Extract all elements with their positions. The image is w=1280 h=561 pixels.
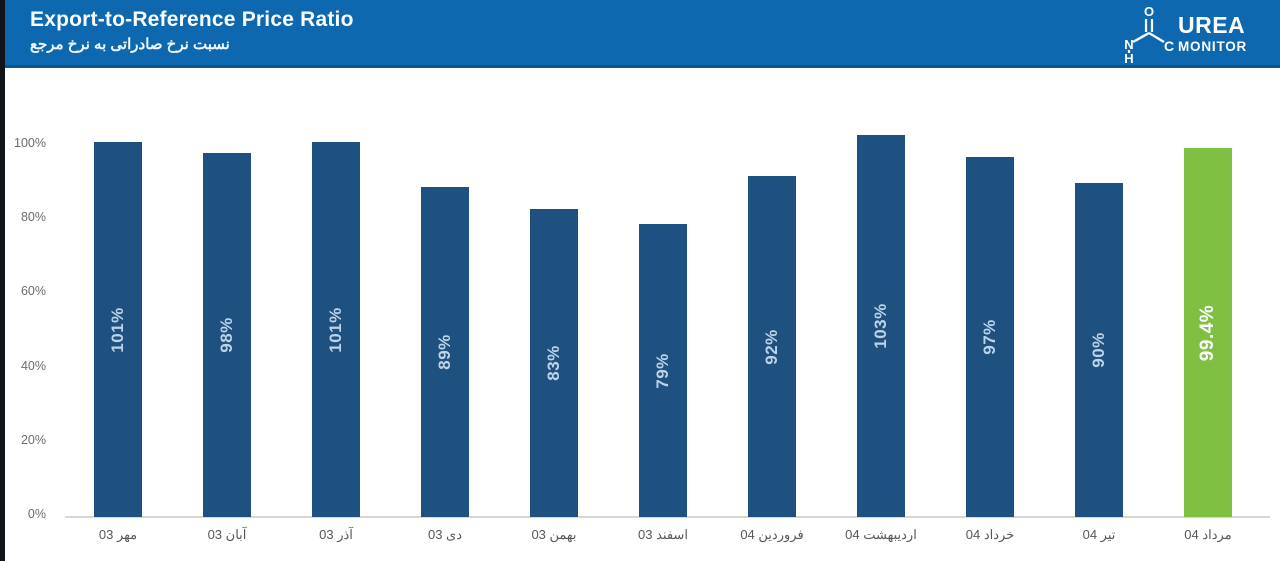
bar-value-label: 99.4% <box>1197 304 1218 361</box>
x-axis-category-label: تیر 04 <box>1082 527 1116 542</box>
x-axis-category-label: دی 03 <box>427 527 463 542</box>
export-ratio-bar-chart: 100% 80% 60% 40% 20% 0% 101% مهر 03 98% آبان 03 10… <box>0 71 1280 561</box>
bar-4: 89% <box>421 187 469 517</box>
bar-value-label: 90% <box>1089 332 1108 368</box>
bar-value-label: 101% <box>326 306 345 353</box>
x-axis-line <box>65 516 1270 518</box>
bar-value-label: 101% <box>108 306 127 353</box>
y-axis-tick-label: 40% <box>20 358 46 373</box>
x-axis-category-label: اسفند 03 <box>638 527 688 542</box>
bar-value-label: 89% <box>435 334 454 370</box>
atom-n: N <box>1124 37 1133 52</box>
y-axis-tick-label: 80% <box>20 210 46 225</box>
bar-2: 98% <box>203 153 251 517</box>
y-axis-tick-label: 0% <box>27 507 46 521</box>
x-axis-category-label: فروردین 04 <box>740 527 804 542</box>
header-bar: Export-to-Reference Price Ratio نسبت نرخ… <box>0 0 1280 68</box>
brand-monitor-text: MONITOR <box>1178 39 1247 54</box>
atom-o: O <box>1144 4 1154 19</box>
x-axis-category-label: آذر 03 <box>319 527 353 542</box>
brand-urea-text: UREA <box>1178 12 1245 38</box>
y-axis-tick-label: 100% <box>14 136 46 150</box>
bar-value-label: 83% <box>544 345 563 381</box>
x-axis-category-label: مهر 03 <box>98 527 138 542</box>
bar-value-label: 103% <box>871 303 890 349</box>
left-border-strip <box>0 0 5 561</box>
bar-5: 83% <box>530 209 578 517</box>
bar-11: 99.4% <box>1184 148 1232 517</box>
bar-9: 97% <box>966 157 1014 517</box>
urea-molecule-icon: O N H C UREA MONITOR <box>1124 4 1247 66</box>
x-axis-category-label: خرداد 04 <box>965 527 1015 542</box>
bar-1: 101% <box>94 142 142 517</box>
bar-3: 101% <box>312 142 360 517</box>
x-axis-category-label: اردیبهشت 04 <box>845 527 917 542</box>
urea-monitor-logo: O N H C UREA MONITOR <box>1118 4 1258 66</box>
bar-8: 103% <box>857 135 905 517</box>
atom-c: C <box>1164 38 1174 54</box>
y-axis-tick-label: 60% <box>20 284 46 299</box>
bar-value-label: 92% <box>762 328 781 365</box>
bar-value-label: 97% <box>980 319 999 355</box>
bar-6: 79% <box>639 224 687 517</box>
x-axis-category-label: آبان 03 <box>207 527 247 542</box>
bar-value-label: 98% <box>217 317 236 353</box>
page-subtitle-farsi: نسبت نرخ صادراتی به نرخ مرجع <box>30 36 230 53</box>
y-axis-tick-label: 20% <box>20 432 46 447</box>
bar-7: 92% <box>748 176 796 517</box>
bar-value-label: 79% <box>653 352 672 389</box>
header-titles: Export-to-Reference Price Ratio نسبت نرخ… <box>30 7 354 57</box>
x-axis-category-label: مرداد 04 <box>1184 527 1232 542</box>
page-title: Export-to-Reference Price Ratio <box>30 8 354 31</box>
bar-10: 90% <box>1075 183 1123 517</box>
x-axis-category-label: بهمن 03 <box>531 527 577 542</box>
atom-h: H <box>1124 51 1133 64</box>
